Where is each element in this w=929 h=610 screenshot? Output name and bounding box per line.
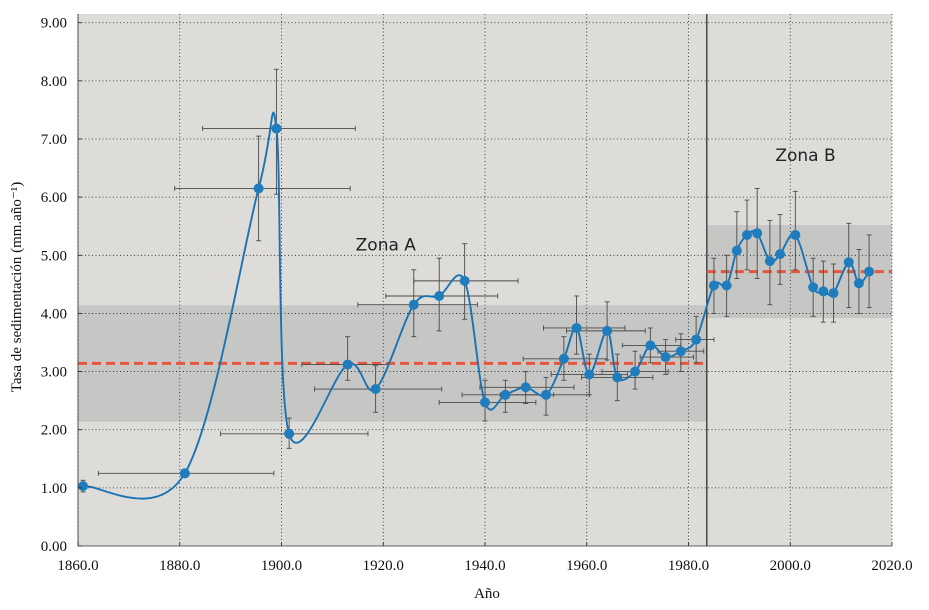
x-axis-label: Año (474, 586, 500, 602)
data-point (558, 353, 569, 364)
data-point (370, 384, 381, 395)
data-point (584, 369, 595, 380)
data-point (731, 245, 742, 256)
data-point (408, 299, 419, 310)
data-point (828, 288, 839, 299)
x-tick-label: 1980.0 (668, 558, 709, 574)
y-tick-label: 0.00 (41, 539, 67, 555)
data-point (708, 280, 719, 291)
zone-label-2: Zona B (775, 146, 835, 166)
y-tick-label: 8.00 (41, 74, 67, 90)
data-point (612, 372, 623, 383)
grid-layer (77, 14, 893, 546)
points-layer (78, 123, 875, 492)
y-tick-label: 2.00 (41, 423, 67, 439)
x-tick-label: 1900.0 (261, 558, 302, 574)
data-point (459, 275, 470, 286)
y-axis-label: Tasa de sedimentación (mm.año⁻¹) (9, 182, 25, 392)
y-tick-label: 7.00 (41, 132, 67, 148)
data-point (541, 389, 552, 400)
data-point (571, 322, 582, 333)
x-tick-label: 1940.0 (464, 558, 505, 574)
data-point (675, 346, 686, 357)
data-point (721, 280, 732, 291)
data-point (752, 228, 763, 239)
data-point (271, 123, 282, 134)
data-point (78, 481, 89, 492)
y-tick-label: 5.00 (41, 248, 67, 264)
data-point (342, 359, 353, 370)
x-tick-label: 1920.0 (363, 558, 404, 574)
x-tick-label: 2000.0 (770, 558, 811, 574)
data-point (434, 290, 445, 301)
data-point (818, 286, 829, 297)
data-point (480, 397, 490, 408)
axes-layer (77, 14, 893, 547)
x-tick-label: 2020.0 (871, 558, 912, 574)
data-point (843, 257, 854, 268)
data-point (853, 278, 864, 289)
y-tick-label: 6.00 (41, 190, 67, 206)
y-tick-label: 1.00 (41, 481, 67, 497)
data-point (764, 256, 775, 267)
data-point (864, 266, 875, 277)
data-point (790, 229, 801, 240)
mean-lines-layer (78, 270, 892, 365)
zone-label-1: Zona A (356, 236, 417, 256)
data-point (691, 334, 702, 345)
data-point (645, 340, 656, 351)
y-tick-label: 9.00 (41, 16, 67, 32)
data-point (630, 366, 641, 377)
y-tick-label: 4.00 (41, 306, 67, 322)
data-point (520, 382, 531, 393)
data-point (808, 282, 819, 293)
data-point (253, 183, 264, 194)
x-tick-label: 1960.0 (566, 558, 607, 574)
data-point (742, 229, 753, 240)
data-point (602, 325, 613, 336)
x-tick-label: 1880.0 (159, 558, 200, 574)
data-point (284, 428, 295, 439)
data-point (775, 249, 786, 260)
y-tick-label: 3.00 (41, 365, 67, 381)
data-point (179, 468, 190, 479)
x-tick-label: 1860.0 (57, 558, 98, 574)
data-point (660, 352, 671, 363)
labels-layer: 1860.0 1880.0 1900.0 1920.0 1940.0 1960.0 1980… (41, 16, 913, 574)
data-point (500, 389, 511, 400)
